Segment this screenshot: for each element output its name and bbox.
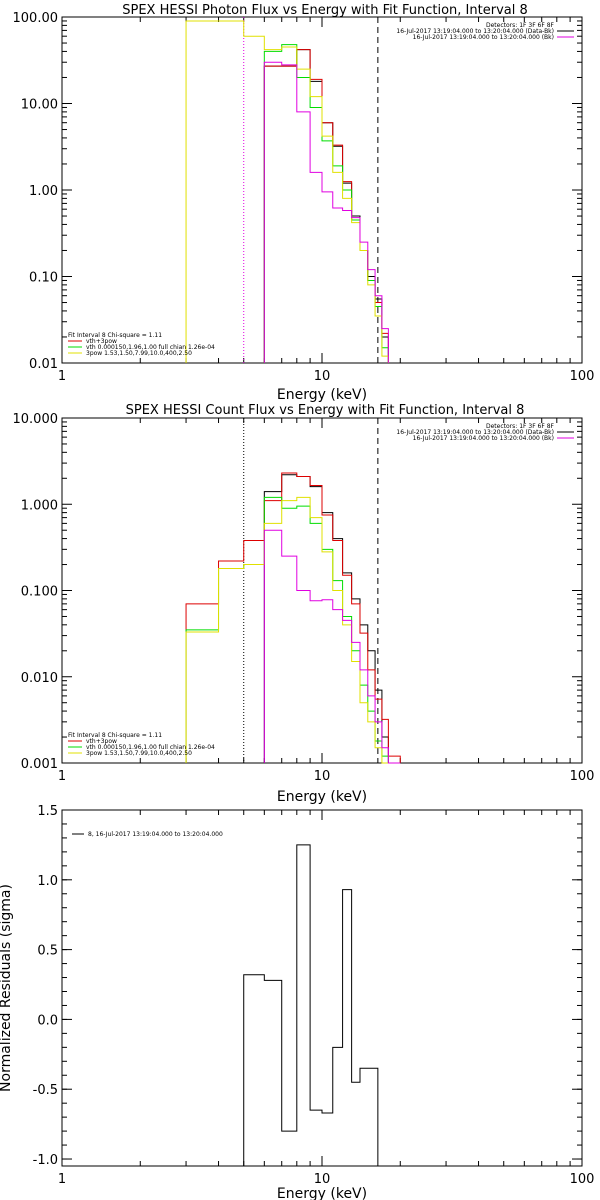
photon-flux-panel: SPEX HESSI Photon Flux vs Energy with Fi… <box>13 3 595 403</box>
series-4-line <box>263 61 389 363</box>
y-tick-label: 0.0 <box>37 1013 58 1028</box>
x-tick-label: 1 <box>58 1172 66 1187</box>
legend-entry: 16-Jul-2017 13:19:04.000 to 13:20:04.000… <box>396 429 554 436</box>
x-tick-label: 100 <box>570 369 595 384</box>
legend-entry: 16-Jul-2017 13:19:04.000 to 13:20:04.000… <box>413 34 554 41</box>
legend-entry: vth 0.000150,1.96,1.00 full chian 1.26e-… <box>86 744 215 751</box>
legend-entry: 3pow 1.53,1.50,7.99,10.0,400,2.50 <box>86 350 192 357</box>
photon-flux-plot: 1 10 100 100.00 10.00 1.00 0.10 0.01 Detectors: … <box>13 11 595 384</box>
legend-entry: 16-Jul-2017 13:19:04.000 to 13:20:04.000… <box>413 435 554 442</box>
count-flux-plot: 1 10 100 10.000 1.000 0.100 0.010 0.001 Detector… <box>13 412 595 784</box>
y-tick-label: 1.000 <box>21 498 58 513</box>
legend-entry: 3pow 1.53,1.50,7.99,10.0,400,2.50 <box>86 750 192 757</box>
y-tick-label: 0.100 <box>21 585 58 600</box>
y-tick-label: 10.00 <box>21 98 58 113</box>
count-flux-title: SPEX HESSI Count Flux vs Energy with Fit… <box>126 403 525 418</box>
y-tick-label: 1.0 <box>37 874 58 889</box>
series-3-line <box>185 496 389 764</box>
y-tick-label: -1.0 <box>33 1153 58 1168</box>
y-tick-label: 0.001 <box>21 757 58 772</box>
x-tick-label: 10 <box>314 769 331 784</box>
legend-entry: vth+3pow <box>86 738 117 745</box>
series-3-line <box>185 20 389 363</box>
legend-entry: Fit Interval 8 Chi-square = 1.11 <box>68 732 162 739</box>
y-tick-label: -0.5 <box>33 1083 58 1098</box>
legend-entry: Detectors: 1F 3F 6F 8F <box>486 22 555 29</box>
x-tick-label: 10 <box>314 369 331 384</box>
residuals-xlabel: Energy (keV) <box>277 1186 367 1200</box>
residuals-plot: 1 10 100 1.5 1.0 0.5 0.0 -0.5 -1.0 8, 16-Jul-2017… <box>33 804 595 1187</box>
legend-entry: Fit Interval 8 Chi-square = 1.11 <box>68 332 162 339</box>
legend-entry: vth+3pow <box>86 338 117 345</box>
series-0-line <box>263 49 389 363</box>
x-tick-label: 10 <box>314 1172 331 1187</box>
legend-entry: Detectors: 1F 3F 6F 8F <box>486 423 555 430</box>
count-flux-frame <box>61 417 583 764</box>
y-tick-label: 0.10 <box>29 271 58 286</box>
x-tick-label: 100 <box>570 769 595 784</box>
residuals-panel: Energy (keV) Normalized Residuals (sigma… <box>0 804 594 1200</box>
y-tick-label: 1.5 <box>37 804 58 819</box>
x-tick-label: 1 <box>58 769 66 784</box>
y-tick-label: 0.010 <box>21 671 58 686</box>
y-tick-label: 100.00 <box>13 11 59 26</box>
series-1-line <box>185 472 401 763</box>
y-tick-label: 0.5 <box>37 944 58 959</box>
count-flux-panel: SPEX HESSI Count Flux vs Energy with Fit… <box>13 403 595 805</box>
count-flux-xlabel: Energy (keV) <box>277 789 367 805</box>
x-tick-label: 100 <box>570 1172 595 1187</box>
y-tick-label: 0.01 <box>29 357 58 372</box>
series-2-line <box>185 496 389 763</box>
legend-entry: vth 0.000150,1.96,1.00 full chian 1.26e-… <box>86 344 215 351</box>
series-4-line <box>263 529 401 764</box>
y-tick-label: 10.000 <box>13 412 59 427</box>
legend-entry: 16-Jul-2017 13:19:04.000 to 13:20:04.000… <box>396 28 554 35</box>
series-0-line <box>243 844 379 1166</box>
x-tick-label: 1 <box>58 369 66 384</box>
series-1-line <box>263 49 389 363</box>
photon-flux-title: SPEX HESSI Photon Flux vs Energy with Fi… <box>122 3 528 18</box>
y-tick-label: 1.00 <box>29 184 58 199</box>
residuals-ylabel: Normalized Residuals (sigma) <box>0 884 14 1092</box>
legend-entry: 8, 16-Jul-2017 13:19:04.000 to 13:20:04.… <box>88 831 223 838</box>
series-2-line <box>263 44 389 363</box>
photon-flux-xlabel: Energy (keV) <box>277 387 367 403</box>
